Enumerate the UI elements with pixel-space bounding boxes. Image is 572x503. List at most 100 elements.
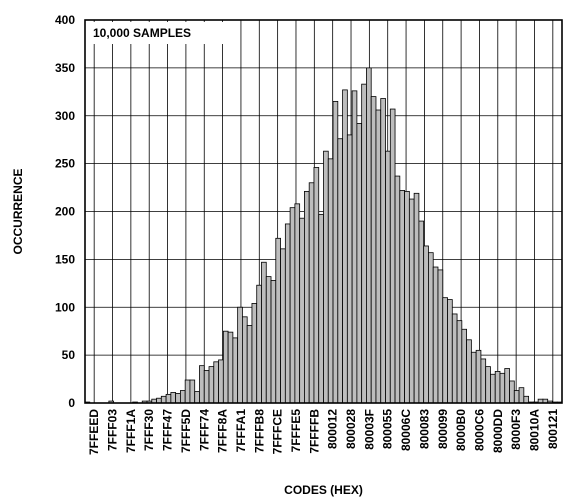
histogram-bar (184, 379, 191, 404)
histogram-bar (504, 368, 510, 404)
histogram-bar (213, 361, 219, 404)
x-tick-label: 80003F (362, 409, 376, 450)
histogram-bar (366, 67, 372, 404)
histogram-bar (475, 349, 482, 404)
histogram-bar (280, 248, 286, 404)
histogram-bar (456, 320, 463, 404)
histogram-bar (275, 237, 281, 404)
x-tick-label: 80010A (527, 409, 541, 451)
x-tick-label: 800012 (326, 409, 340, 449)
x-tick-label: 800121 (546, 409, 560, 449)
histogram-bar (451, 313, 458, 404)
histogram-bar (289, 207, 296, 404)
histogram-bar (294, 203, 301, 404)
histogram-bar (509, 380, 515, 404)
x-tick-label: 7FFFCE (271, 409, 285, 454)
x-tick-label: 800055 (381, 409, 395, 449)
histogram-bar (385, 150, 391, 404)
annotation-box: 10,000 SAMPLES (87, 22, 227, 44)
histogram-bar (165, 393, 172, 404)
histogram-bar (199, 365, 205, 404)
x-tick-label: 8000F3 (509, 409, 523, 450)
histogram-bar (332, 100, 339, 404)
histogram-bar (380, 98, 386, 404)
x-tick-label: 7FFFB8 (252, 409, 266, 453)
histogram-bar (513, 390, 520, 404)
plot-frame (84, 19, 563, 404)
x-tick-label: 7FFF03 (106, 409, 120, 451)
x-tick-label: 7FFFFB (307, 409, 321, 454)
histogram-bar (308, 182, 315, 404)
histogram-bar (251, 303, 258, 404)
x-tick-label: 7FFFA1 (234, 409, 248, 453)
histogram-bar (270, 280, 277, 404)
histogram-bar (466, 339, 472, 404)
y-tick-label: 150 (55, 252, 75, 266)
histogram-bar (418, 220, 425, 404)
histogram-bar (370, 96, 377, 404)
x-tick-label: 8000B0 (454, 409, 468, 451)
y-axis-title: OCCURRENCE (11, 168, 25, 254)
histogram-bar (208, 366, 215, 404)
histogram-bar (160, 395, 167, 404)
x-tick-label: 80006C (399, 409, 413, 451)
histogram-bar (327, 158, 334, 404)
histogram-bar (170, 392, 177, 404)
histogram-bar (399, 190, 405, 404)
histogram-bar (494, 371, 501, 404)
x-tick-labels: 7FFEED 7FFF03 7FFF1A 7FFF30 7FFF47 7FFF5D 7FFF… (87, 409, 560, 455)
histogram-bar (246, 325, 253, 404)
y-tick-label: 400 (55, 13, 75, 27)
histogram-bar (428, 252, 434, 404)
y-tick-label: 250 (55, 157, 75, 171)
histogram-bar (284, 223, 291, 404)
histogram-bar (313, 167, 320, 404)
bars (84, 67, 563, 404)
histogram-bar (323, 150, 329, 404)
x-tick-label: 800083 (417, 409, 431, 449)
x-tick-label: 800028 (344, 409, 358, 449)
y-tick-label: 350 (55, 61, 75, 75)
histogram-bar (218, 359, 224, 404)
histogram-bar (261, 261, 267, 404)
y-tick-label: 200 (55, 205, 75, 219)
histogram-bar (437, 269, 444, 404)
histogram-bar (346, 134, 353, 404)
histogram-bar (490, 373, 496, 404)
histogram-bar (389, 108, 396, 404)
y-tick-label: 100 (55, 300, 75, 314)
x-tick-label: 7FFF5D (179, 409, 193, 453)
x-tick-label: 7FFF47 (161, 409, 175, 451)
histogram-bar (447, 299, 453, 404)
x-tick-label: 8000DD (491, 409, 505, 453)
histogram-bar (523, 395, 530, 404)
histogram-bar (189, 379, 196, 404)
x-tick-label: 7FFF74 (197, 409, 211, 451)
histogram-bar (299, 217, 305, 404)
x-tick-label: 7FFF8A (216, 409, 230, 453)
histogram-bar (318, 213, 324, 404)
histogram-bar (265, 276, 272, 404)
histogram-bar (222, 330, 229, 404)
histogram-bar (237, 306, 243, 404)
x-axis-title: CODES (HEX) (284, 483, 363, 497)
annotation-text: 10,000 SAMPLES (93, 26, 191, 40)
histogram-bar (304, 190, 310, 404)
histogram-bar (461, 328, 467, 404)
histogram-bar (442, 297, 448, 404)
x-tick-label: 7FFFE5 (289, 409, 303, 453)
histogram-bar (375, 109, 382, 404)
y-tick-label: 300 (55, 109, 75, 123)
histogram-bar (361, 83, 367, 404)
histogram-bar (179, 390, 186, 404)
histogram-bar (408, 198, 415, 404)
histogram-bar (337, 138, 343, 404)
y-tick-labels: 0 50 100 150 200 250 300 350 400 (55, 13, 75, 410)
histogram-bar (256, 284, 262, 404)
histogram-bar (518, 387, 525, 404)
y-tick-label: 50 (62, 348, 76, 362)
histogram-bar (342, 89, 348, 404)
histogram-bar (423, 245, 429, 404)
histogram-bar (242, 316, 248, 404)
